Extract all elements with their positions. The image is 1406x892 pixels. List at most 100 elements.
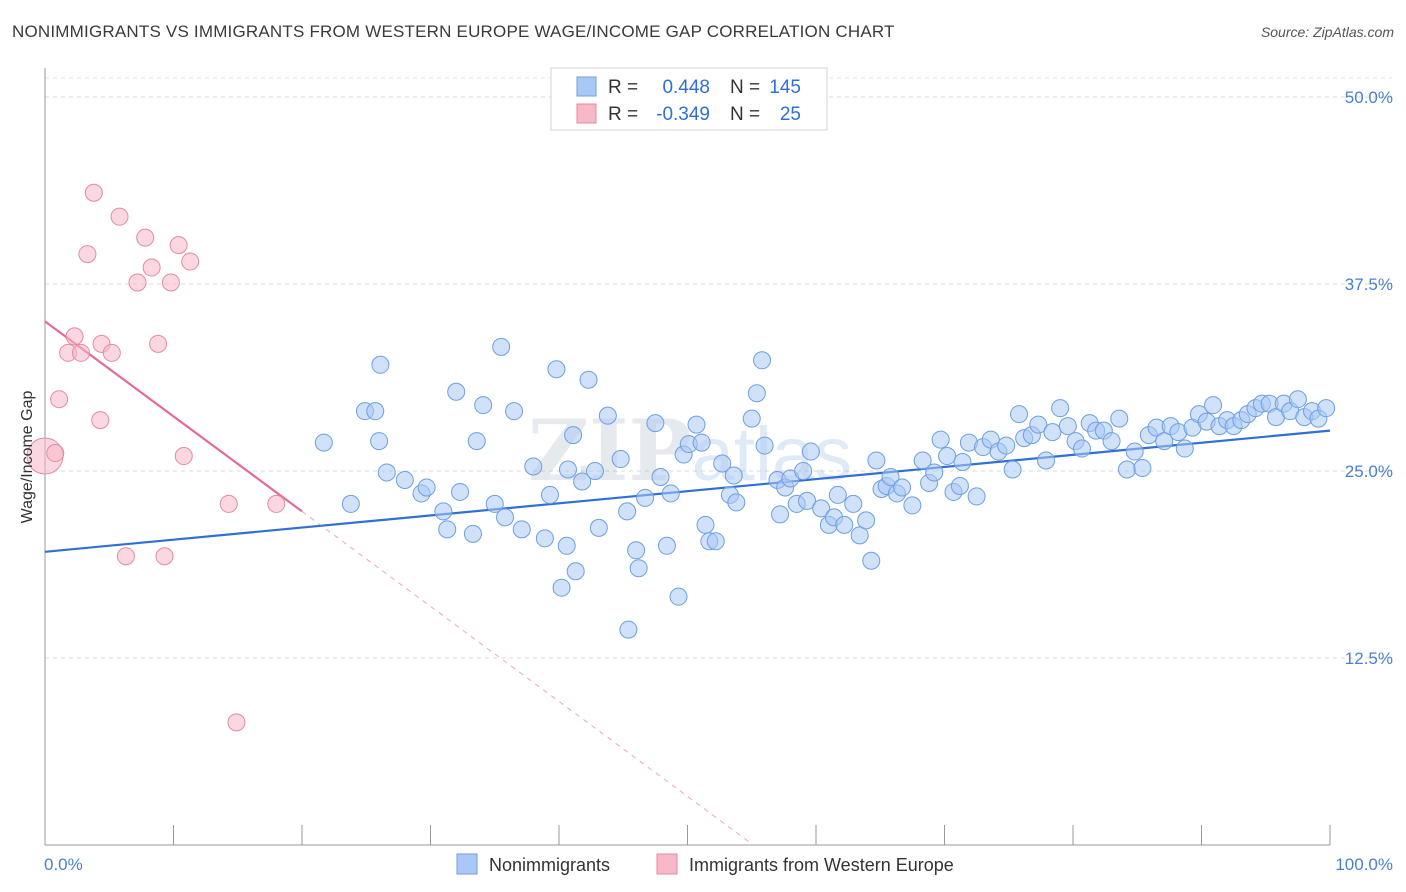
point-immigrants-western-europe — [174, 447, 193, 466]
point-nonimmigrants — [997, 436, 1016, 455]
point-nonimmigrants — [1133, 459, 1152, 478]
point-nonimmigrants — [867, 451, 886, 470]
point-nonimmigrants — [646, 414, 665, 433]
point-nonimmigrants — [611, 450, 630, 469]
point-immigrants-western-europe — [116, 547, 135, 566]
y-axis-label: Wage/Income Gap — [19, 391, 36, 524]
point-nonimmigrants — [463, 524, 482, 543]
point-nonimmigrants — [618, 502, 637, 521]
point-immigrants-western-europe — [227, 713, 246, 732]
point-nonimmigrants — [1072, 439, 1091, 458]
point-nonimmigrants — [447, 382, 466, 401]
point-nonimmigrants — [566, 562, 585, 581]
point-nonimmigrants — [903, 496, 922, 515]
point-nonimmigrants — [573, 472, 592, 491]
bottom-legend-label: Immigrants from Western Europe — [689, 855, 954, 875]
point-nonimmigrants — [377, 463, 396, 482]
point-nonimmigrants — [755, 436, 774, 455]
point-nonimmigrants — [417, 478, 436, 497]
axes: 12.5% 25.0% 37.5% 50.0% 0.0% 100.0% — [44, 68, 1393, 874]
point-nonimmigrants — [835, 515, 854, 534]
point-nonimmigrants — [598, 406, 617, 425]
legend: R = 0.448 N = 145 R = -0.349 N = 25 — [550, 67, 828, 131]
legend-r-value: -0.349 — [656, 104, 710, 125]
chart-title: NONIMMIGRANTS VS IMMIGRANTS FROM WESTERN… — [12, 22, 895, 41]
point-nonimmigrants — [485, 494, 504, 513]
point-nonimmigrants — [564, 426, 583, 445]
point-nonimmigrants — [547, 360, 566, 379]
point-nonimmigrants — [651, 467, 670, 486]
trend-line-extension — [301, 510, 753, 845]
point-nonimmigrants — [451, 482, 470, 501]
bottom-legend-label: Nonimmigrants — [489, 855, 610, 875]
legend-swatch — [576, 103, 597, 124]
point-nonimmigrants — [1003, 460, 1022, 479]
point-immigrants-western-europe — [142, 258, 161, 277]
point-nonimmigrants — [657, 536, 676, 555]
point-nonimmigrants — [747, 384, 766, 403]
point-nonimmigrants — [629, 559, 648, 578]
point-nonimmigrants — [474, 396, 493, 415]
point-immigrants-western-europe — [169, 236, 188, 255]
legend-n-label: N = — [730, 77, 760, 98]
point-nonimmigrants — [1010, 405, 1029, 424]
legend-n-value: 145 — [769, 77, 801, 98]
point-nonimmigrants — [687, 415, 706, 434]
point-nonimmigrants — [724, 466, 743, 485]
point-nonimmigrants — [967, 487, 986, 506]
point-immigrants-western-europe — [91, 411, 110, 430]
point-nonimmigrants — [1110, 409, 1129, 428]
point-immigrants-western-europe — [78, 245, 97, 264]
bottom-legend-swatch — [656, 853, 678, 875]
point-nonimmigrants — [579, 370, 598, 389]
point-nonimmigrants — [1155, 432, 1174, 451]
point-nonimmigrants — [1317, 399, 1336, 418]
point-nonimmigrants — [844, 494, 863, 513]
data-points — [26, 183, 1336, 732]
point-nonimmigrants — [857, 511, 876, 530]
point-immigrants-western-europe — [65, 327, 84, 346]
point-nonimmigrants — [492, 337, 511, 356]
point-nonimmigrants — [771, 505, 790, 524]
point-nonimmigrants — [696, 515, 715, 534]
point-nonimmigrants — [713, 454, 732, 473]
x-tick-label: 0.0% — [44, 855, 83, 874]
point-nonimmigrants — [314, 433, 333, 452]
legend-r-value: 0.448 — [662, 77, 710, 98]
point-nonimmigrants — [692, 433, 711, 452]
point-immigrants-western-europe — [128, 273, 147, 292]
point-nonimmigrants — [893, 478, 912, 497]
point-nonimmigrants — [1288, 390, 1307, 409]
point-immigrants-western-europe — [71, 343, 90, 362]
legend-r-label: R = — [608, 77, 638, 98]
point-nonimmigrants — [541, 485, 560, 504]
legend-box — [550, 67, 828, 131]
point-nonimmigrants — [341, 494, 360, 513]
point-nonimmigrants — [727, 493, 746, 512]
bottom-legend-swatch — [456, 853, 478, 875]
point-nonimmigrants — [812, 499, 831, 518]
point-nonimmigrants — [627, 541, 646, 560]
point-nonimmigrants — [669, 587, 688, 606]
point-nonimmigrants — [512, 520, 531, 539]
point-nonimmigrants — [661, 484, 680, 503]
point-nonimmigrants — [913, 451, 932, 470]
point-nonimmigrants — [467, 432, 486, 451]
point-immigrants-western-europe — [84, 183, 103, 202]
trend-lines — [44, 320, 1331, 845]
point-nonimmigrants — [619, 620, 638, 639]
point-immigrants-western-europe — [46, 444, 65, 463]
point-immigrants-western-europe — [181, 252, 200, 271]
point-immigrants-western-europe — [267, 494, 286, 513]
bottom-legend: Nonimmigrants Immigrants from Western Eur… — [456, 853, 954, 875]
point-nonimmigrants — [371, 355, 390, 374]
point-nonimmigrants — [1117, 460, 1136, 479]
point-nonimmigrants — [496, 508, 515, 527]
gridlines — [45, 77, 1392, 659]
point-nonimmigrants — [366, 402, 385, 421]
point-nonimmigrants — [881, 467, 900, 486]
trend-line — [44, 429, 1331, 553]
legend-r-label: R = — [608, 104, 638, 125]
chart-source: Source: ZipAtlas.com — [1260, 24, 1394, 40]
point-nonimmigrants — [706, 532, 725, 551]
